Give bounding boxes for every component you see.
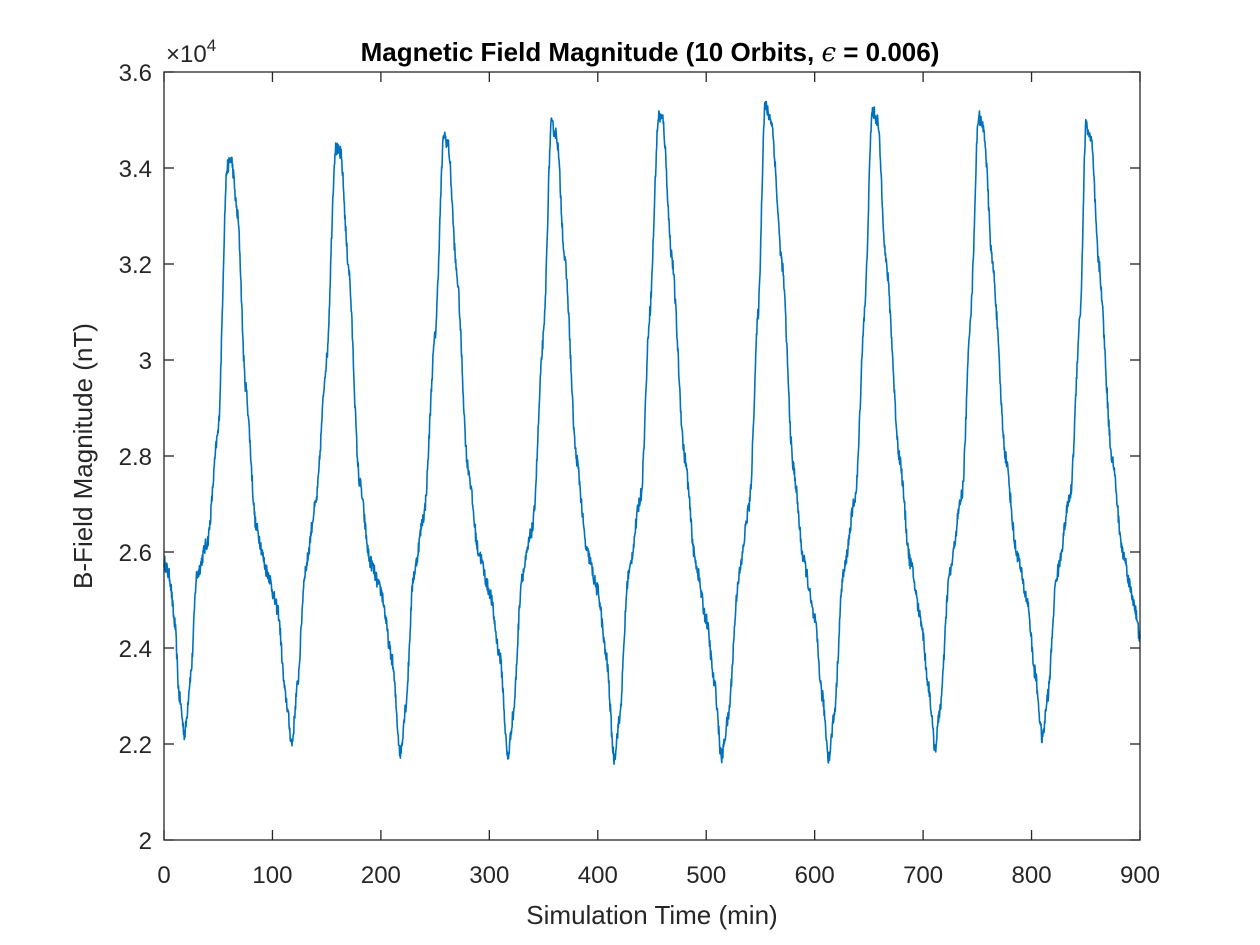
- y-tick-labels: 2 2.2 2.4 2.6 2.8 3 3.2 3.4 3.6: [119, 60, 152, 855]
- y-tick-label: 2.8: [119, 444, 152, 471]
- y-axis-exponent-label: ×104: [166, 36, 216, 68]
- series-line: [163, 100, 1141, 765]
- y-tick-label: 3.6: [119, 60, 152, 87]
- x-tick-labels: 0 100 200 300 400 500 600 700 800 900: [157, 862, 1160, 889]
- x-tick-label: 0: [157, 862, 170, 889]
- y-tick-label: 3.4: [119, 156, 152, 183]
- x-tick-label: 600: [795, 862, 835, 889]
- x-tick-label: 900: [1120, 862, 1160, 889]
- x-tick-label: 200: [361, 862, 401, 889]
- y-tick-label: 2.2: [119, 732, 152, 759]
- x-tick-label: 500: [686, 862, 726, 889]
- x-axis-label: Simulation Time (min): [526, 900, 777, 930]
- x-tick-label: 400: [578, 862, 618, 889]
- axes-background: [164, 72, 1140, 840]
- x-tick-label: 800: [1012, 862, 1052, 889]
- y-tick-label: 2.6: [119, 540, 152, 567]
- axes-box: [163, 71, 1141, 841]
- title-epsilon-symbol: ϵ: [821, 38, 836, 68]
- y-tick-label: 2.4: [119, 636, 152, 663]
- x-tick-label: 700: [903, 862, 943, 889]
- y-tick-label: 3: [139, 348, 152, 375]
- plot-area: [163, 71, 1141, 841]
- y-tick-label: 3.2: [119, 252, 152, 279]
- x-tick-label: 300: [469, 862, 509, 889]
- x-tick-label: 100: [252, 862, 292, 889]
- chart-title: Magnetic Field Magnitude (10 Orbits, ϵ =…: [361, 37, 940, 68]
- y-axis-label: B-Field Magnitude (nT): [68, 323, 98, 589]
- y-tick-label: 2: [139, 828, 152, 855]
- series-layer: [163, 100, 1141, 765]
